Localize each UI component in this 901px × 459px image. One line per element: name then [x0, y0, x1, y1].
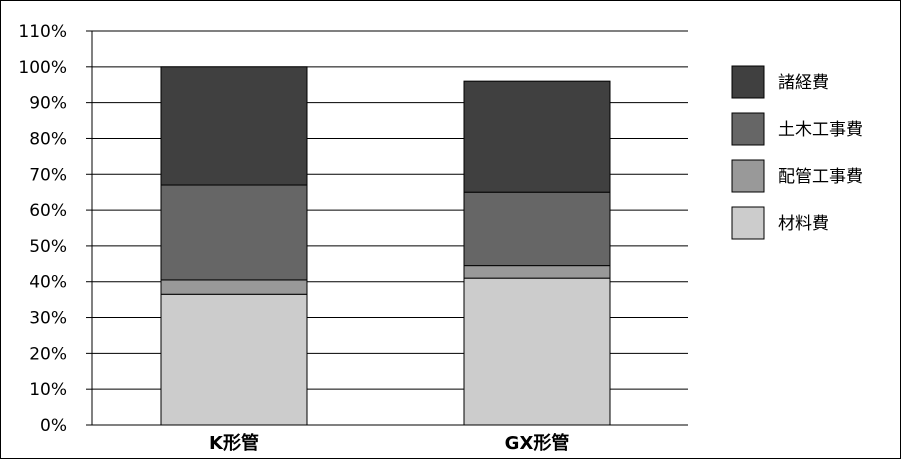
y-tick-label: 50% — [29, 237, 67, 257]
y-tick-label: 100% — [18, 58, 67, 78]
legend-swatch — [731, 159, 765, 193]
y-tick-label: 90% — [29, 94, 67, 114]
bar-segment — [463, 191, 611, 267]
legend-swatch — [731, 206, 765, 240]
bar-segment — [160, 293, 308, 426]
bar-segment — [160, 66, 308, 186]
y-tick-label: 110% — [18, 22, 67, 42]
y-axis: 0% 10% 20% 30% 40% 50% 60% 70% 80% 90% 100% 110% — [18, 22, 688, 436]
bar-segment — [463, 265, 611, 279]
legend-swatch — [731, 112, 765, 146]
legend-label: 土木工事費 — [778, 120, 863, 140]
x-category-label: GX形管 — [505, 432, 570, 454]
y-tick-label: 40% — [29, 273, 67, 293]
bar-segment — [160, 279, 308, 295]
legend-label: 諸経費 — [778, 73, 829, 93]
y-tick-label: 20% — [29, 344, 67, 364]
y-tick-label: 80% — [29, 129, 67, 149]
bar-segment — [463, 80, 611, 193]
legend-label: 材料費 — [778, 214, 829, 234]
y-tick-label: 60% — [29, 201, 67, 221]
x-axis: K形管 GX形管 — [209, 432, 569, 454]
bar-segment — [463, 277, 611, 426]
y-tick-label: 70% — [29, 165, 67, 185]
legend-label: 配管工事費 — [778, 167, 863, 187]
y-tick-label: 10% — [29, 380, 67, 400]
y-tick-label: 0% — [40, 416, 67, 436]
bars — [160, 66, 611, 426]
legend-swatch — [731, 65, 765, 99]
y-tick-label: 30% — [29, 309, 67, 329]
x-category-label: K形管 — [209, 432, 259, 454]
bar-segment — [160, 184, 308, 281]
